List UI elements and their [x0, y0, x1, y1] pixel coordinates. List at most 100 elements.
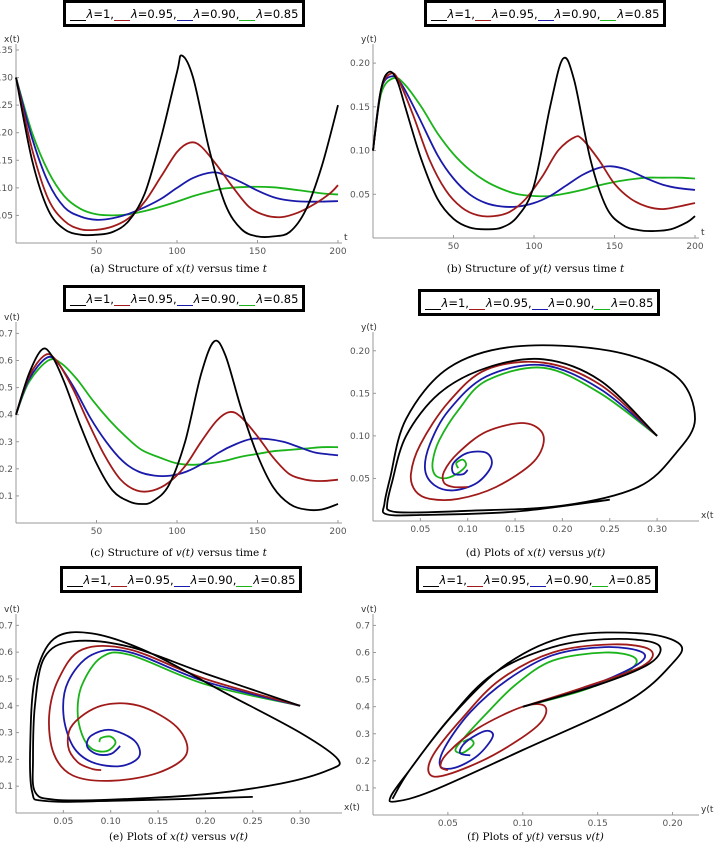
legend-entry: λ =0.95, [474, 7, 538, 21]
x-tick-label: 0.05 [410, 525, 430, 535]
x-tick-label: 0.15 [588, 819, 608, 829]
legend-entry: λ =0.85 [239, 292, 298, 306]
caption-mid: versus [545, 547, 587, 559]
legend-b: λ =1, λ =0.95, λ =0.90, λ =0.85 [424, 0, 666, 27]
series-line [62, 648, 301, 768]
y-tick-label: 0.15 [350, 103, 370, 113]
legend-entry: λ =0.90, [176, 6, 239, 21]
series-line [372, 72, 696, 218]
legend-label: =1, [93, 291, 114, 306]
y-tick-label: 0.2 [0, 755, 13, 765]
series-line [424, 363, 658, 492]
legend-entry: λ =0.85 [600, 7, 659, 21]
legend-entry: λ =0.95, [468, 296, 532, 310]
y-tick-label: 0.6 [356, 649, 371, 659]
caption-prefix: (c) Structure of [90, 547, 176, 559]
legend-symbol: λ [127, 572, 135, 587]
legend-label: =0.85 [263, 6, 299, 21]
x-tick-label: 150 [606, 242, 623, 252]
chart-d: 0.05 0.10 0.15 0.20 0.25 0.30 0.05 0.10 0.15 0.20… [350, 323, 714, 535]
legend-label: =1, [93, 6, 114, 21]
x-axis-title: y(t) [701, 805, 714, 815]
y-axis-title: v(t) [361, 605, 377, 615]
legend-label: =0.85 [616, 572, 652, 587]
series-line [15, 54, 339, 239]
x-tick-label: 150 [249, 527, 266, 537]
caption-var: y(t) [525, 831, 545, 843]
caption-var2: v(t) [585, 831, 604, 843]
series-line [454, 651, 638, 754]
series-line [431, 366, 658, 480]
y-tick-label: 0.05 [350, 474, 370, 484]
chart-f: 0.05 0.10 0.15 0.20 0.1 0.2 0.3 0.4 0.5 0.6 0.7 v(t… [356, 605, 714, 829]
x-tick-label: 100 [525, 242, 542, 252]
y-tick-label: 0.2 [356, 757, 370, 767]
caption-var2: v(t) [229, 831, 249, 843]
y-tick-label: 0.6 [0, 357, 13, 367]
y-axis-title: y(t) [361, 323, 377, 333]
y-tick-label: 0.15 [0, 156, 13, 166]
legend-symbol: λ [548, 295, 556, 310]
y-tick-label: 0.05 [350, 190, 370, 200]
y-tick-label: 0.4 [356, 703, 371, 713]
series-line [15, 77, 339, 221]
legend-symbol: λ [439, 572, 447, 587]
legend-entry: λ =0.85 [592, 573, 651, 587]
legend-swatch [594, 299, 611, 310]
legend-symbol: λ [190, 572, 198, 587]
y-tick-label: 0.05 [0, 211, 13, 221]
panel-d: λ =1, λ =0.95, λ =0.90, λ =0.85 0.05 0.10 0.15 0.2… [350, 283, 714, 565]
legend-swatch [466, 576, 483, 587]
series-line [372, 76, 696, 198]
series-line [427, 643, 654, 778]
x-tick-label: 0.05 [438, 819, 458, 829]
y-tick-label: 0.5 [0, 675, 13, 685]
legend-label: =0.90, [197, 572, 237, 587]
caption-var2: y(t) [586, 547, 606, 559]
legend-swatch [239, 295, 256, 306]
chart-e: 0.05 0.10 0.15 0.20 0.25 0.30 0.1 0.2 0.3 0.4 0.5 0… [0, 605, 360, 827]
caption-var: y(t) [533, 263, 552, 275]
caption-var: v(t) [175, 547, 195, 559]
legend-entry: λ =1, [430, 6, 475, 21]
y-tick-label: 0.3 [0, 438, 13, 448]
y-tick-label: 0.4 [0, 702, 13, 712]
caption-mid: versus [188, 831, 230, 843]
x-tick-label: 150 [249, 247, 266, 257]
chart-c: 50 100 150 200 0.1 0.2 0.3 0.4 0.5 0.6 0.7 v(t) [0, 313, 347, 537]
legend-entry: λ =0.85 [239, 7, 298, 21]
legend-label: =0.95, [137, 6, 177, 21]
legend-symbol: λ [193, 6, 201, 21]
legend-swatch [113, 10, 130, 21]
legend-label: =0.85 [618, 295, 654, 310]
y-tick-label: 0.35 [0, 46, 13, 56]
series-line [388, 631, 684, 803]
legend-swatch [592, 576, 609, 587]
y-tick-label: 0.3 [356, 730, 370, 740]
y-tick-label: 0.7 [0, 329, 13, 339]
legend-symbol: λ [483, 572, 491, 587]
x-tick-label: 0.20 [552, 525, 572, 535]
legend-symbol: λ [447, 6, 455, 21]
legend-label: =0.95, [134, 572, 174, 587]
y-tick-label: 0.10 [0, 184, 13, 194]
series-line [76, 651, 301, 753]
legend-a: λ =1, λ =0.95, λ =0.90, λ =0.85 [63, 0, 305, 27]
caption-var2: t [262, 263, 267, 275]
x-tick-label: 200 [329, 527, 346, 537]
legend-entry: λ =1, [422, 572, 467, 587]
series-line [372, 56, 696, 232]
caption-b: (b) Structure of y(t) versus time t [357, 263, 714, 275]
legend-swatch [537, 10, 554, 21]
legend-entry: λ =0.90, [531, 295, 594, 310]
x-tick-label: 0.25 [600, 525, 620, 535]
series-line [409, 360, 658, 501]
series-line [29, 631, 341, 803]
legend-entry: λ =0.95, [113, 291, 177, 306]
chart-a: 50 100 150 200 0.05 0.10 0.15 0.20 0.25 0.30 0.35x… [0, 35, 348, 257]
x-tick-label: 200 [329, 247, 346, 257]
legend-symbol: λ [130, 291, 138, 306]
legend-symbol: λ [611, 295, 619, 310]
legend-symbol: λ [256, 291, 264, 306]
caption-d: (d) Plots of x(t) versus y(t) [357, 547, 714, 559]
